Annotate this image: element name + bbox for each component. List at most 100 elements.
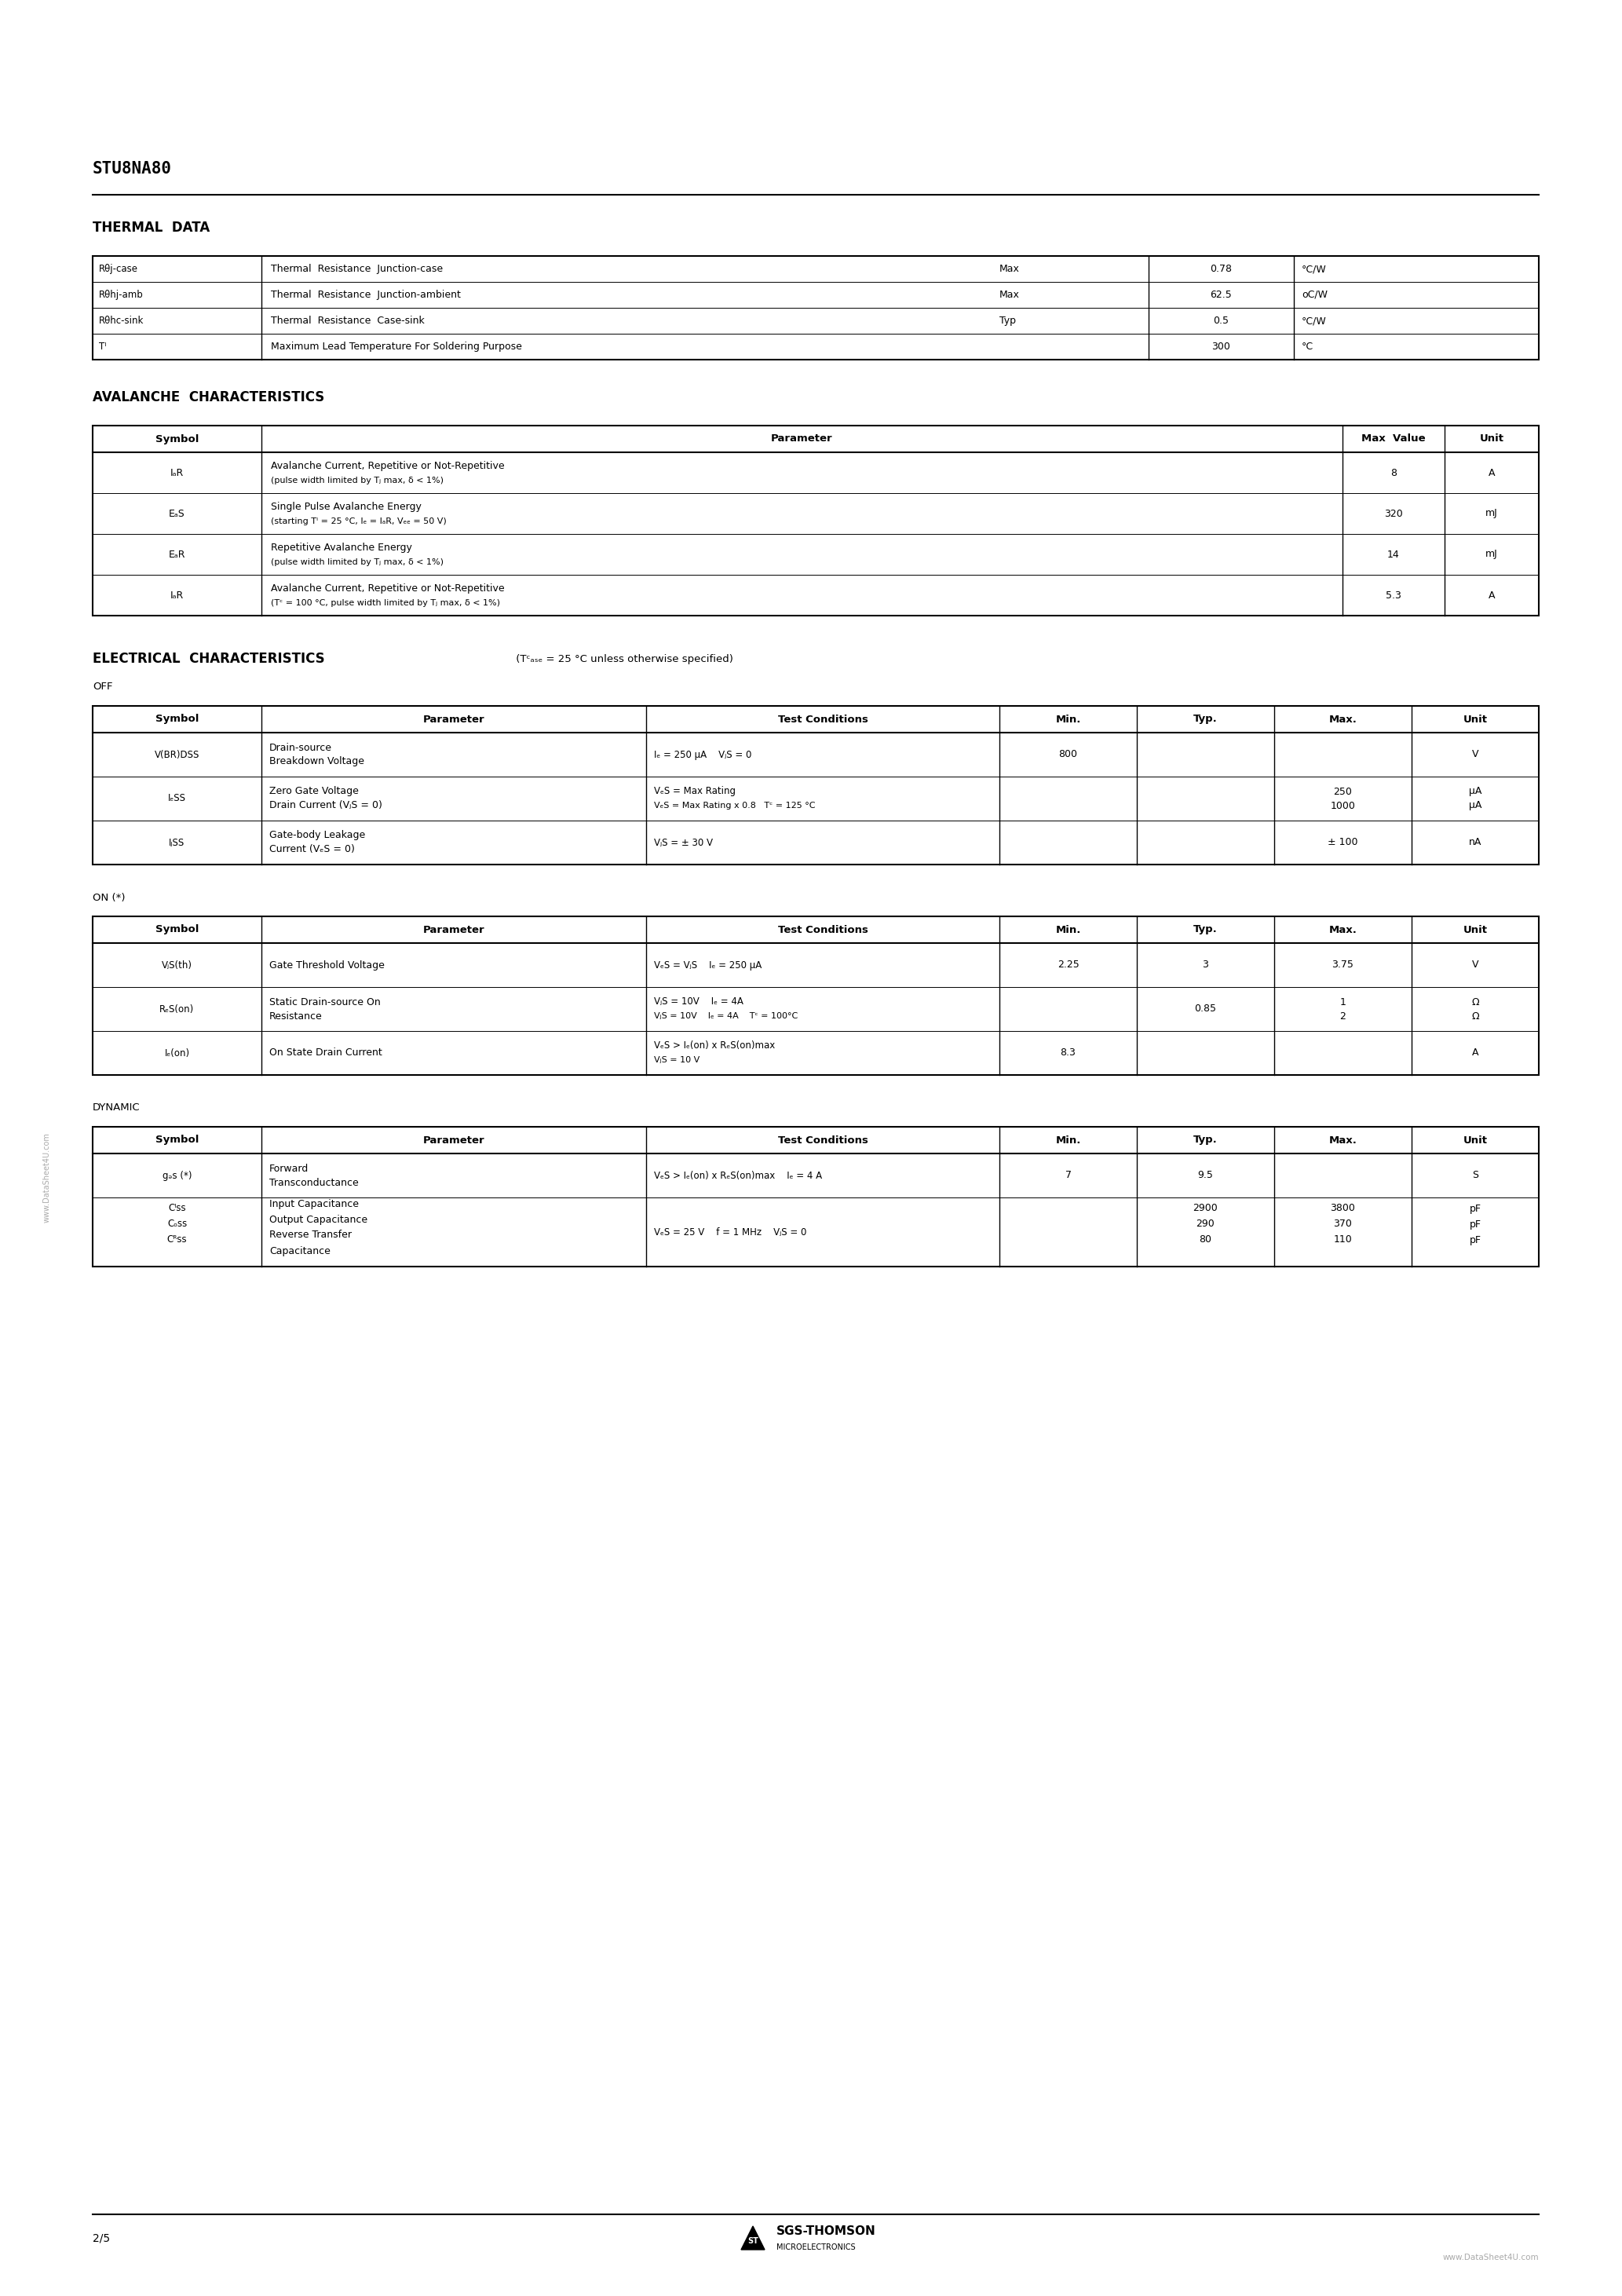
Text: 2.25: 2.25 (1058, 960, 1079, 971)
Text: gₔs (*): gₔs (*) (162, 1171, 191, 1180)
Text: Typ.: Typ. (1194, 714, 1218, 723)
Text: Gate-body Leakage: Gate-body Leakage (269, 831, 365, 840)
Text: Symbol: Symbol (156, 1134, 200, 1146)
Text: μA: μA (1470, 788, 1481, 797)
Text: Maximum Lead Temperature For Soldering Purpose: Maximum Lead Temperature For Soldering P… (271, 342, 522, 351)
Text: Max: Max (999, 289, 1020, 301)
Text: VₑS > Iₑ(on) x RₑS(on)max: VₑS > Iₑ(on) x RₑS(on)max (654, 1040, 775, 1052)
Text: (starting Tᴵ = 25 °C, Iₑ = IₐR, Vₑₑ = 50 V): (starting Tᴵ = 25 °C, Iₑ = IₐR, Vₑₑ = 50… (271, 517, 446, 526)
Text: IⱼSS: IⱼSS (169, 838, 185, 847)
Text: 320: 320 (1384, 507, 1403, 519)
Text: AVALANCHE  CHARACTERISTICS: AVALANCHE CHARACTERISTICS (92, 390, 324, 404)
Text: Symbol: Symbol (156, 714, 200, 723)
Text: A: A (1489, 590, 1495, 599)
Text: VⱼS(th): VⱼS(th) (162, 960, 193, 971)
Text: VₑS = Max Rating: VₑS = Max Rating (654, 788, 736, 797)
Text: A: A (1489, 468, 1495, 478)
Text: MICROELECTRONICS: MICROELECTRONICS (777, 2243, 855, 2252)
Text: nA: nA (1470, 838, 1481, 847)
Text: Rθhj-amb: Rθhj-amb (99, 289, 143, 301)
Text: Max.: Max. (1328, 714, 1358, 723)
Text: Symbol: Symbol (156, 925, 200, 934)
Text: 8.3: 8.3 (1061, 1047, 1075, 1058)
Text: °C/W: °C/W (1302, 315, 1327, 326)
Text: Test Conditions: Test Conditions (777, 1134, 868, 1146)
Text: pF: pF (1470, 1203, 1481, 1215)
Text: Parameter: Parameter (423, 714, 485, 723)
Bar (92, 425, 1539, 615)
Text: EₐR: EₐR (169, 549, 185, 560)
Text: Reverse Transfer: Reverse Transfer (269, 1231, 352, 1240)
Text: 8: 8 (1390, 468, 1397, 478)
Text: Gate Threshold Voltage: Gate Threshold Voltage (269, 960, 384, 971)
Text: 2: 2 (1340, 1010, 1346, 1022)
Text: Thermal  Resistance  Junction-case: Thermal Resistance Junction-case (271, 264, 443, 273)
Text: VⱼS = 10V    Iₑ = 4A    Tᶜ = 100°C: VⱼS = 10V Iₑ = 4A Tᶜ = 100°C (654, 1013, 798, 1019)
Text: Ω: Ω (1471, 996, 1479, 1008)
Text: Thermal  Resistance  Case-sink: Thermal Resistance Case-sink (271, 315, 425, 326)
Text: 3800: 3800 (1330, 1203, 1356, 1215)
Text: Typ.: Typ. (1194, 925, 1218, 934)
Text: www.DataSheet4U.com: www.DataSheet4U.com (44, 1132, 50, 1224)
Text: ON (*): ON (*) (92, 893, 125, 902)
Bar (92, 1127, 1539, 1267)
Text: Thermal  Resistance  Junction-ambient: Thermal Resistance Junction-ambient (271, 289, 461, 301)
Text: 2900: 2900 (1194, 1203, 1218, 1215)
Text: 7: 7 (1066, 1171, 1071, 1180)
Text: IₑSS: IₑSS (169, 794, 187, 804)
Text: pF: pF (1470, 1219, 1481, 1228)
Bar (92, 255, 1539, 360)
Text: Unit: Unit (1463, 925, 1487, 934)
Text: V: V (1471, 960, 1479, 971)
Text: mJ: mJ (1486, 507, 1497, 519)
Text: Typ.: Typ. (1194, 1134, 1218, 1146)
Text: SGS-THOMSON: SGS-THOMSON (777, 2225, 876, 2239)
Text: Typ: Typ (999, 315, 1015, 326)
Text: VₑS = VⱼS    Iₑ = 250 μA: VₑS = VⱼS Iₑ = 250 μA (654, 960, 762, 971)
Text: Capacitance: Capacitance (269, 1247, 331, 1256)
Text: VₑS > Iₑ(on) x RₑS(on)max    Iₑ = 4 A: VₑS > Iₑ(on) x RₑS(on)max Iₑ = 4 A (654, 1171, 822, 1180)
Text: VⱼS = ± 30 V: VⱼS = ± 30 V (654, 838, 712, 847)
Text: Output Capacitance: Output Capacitance (269, 1215, 368, 1224)
Text: OFF: OFF (92, 682, 112, 691)
Text: A: A (1471, 1047, 1479, 1058)
Text: Parameter: Parameter (423, 1134, 485, 1146)
Text: 0.85: 0.85 (1194, 1003, 1216, 1015)
Text: ST: ST (748, 2236, 759, 2245)
Text: Single Pulse Avalanche Energy: Single Pulse Avalanche Energy (271, 503, 422, 512)
Text: 1: 1 (1340, 996, 1346, 1008)
Text: Unit: Unit (1463, 714, 1487, 723)
Text: Repetitive Avalanche Energy: Repetitive Avalanche Energy (271, 542, 412, 553)
Text: Cᴵss: Cᴵss (169, 1203, 187, 1215)
Text: 3: 3 (1202, 960, 1208, 971)
Text: 14: 14 (1387, 549, 1400, 560)
Polygon shape (741, 2227, 764, 2250)
Text: IₐR: IₐR (170, 468, 183, 478)
Text: IₐR: IₐR (170, 590, 183, 599)
Text: V(BR)DSS: V(BR)DSS (154, 748, 200, 760)
Text: oC/W: oC/W (1302, 289, 1327, 301)
Text: Unit: Unit (1479, 434, 1504, 443)
Text: THERMAL  DATA: THERMAL DATA (92, 220, 209, 234)
Text: Symbol: Symbol (156, 434, 200, 443)
Text: DYNAMIC: DYNAMIC (92, 1102, 139, 1114)
Text: Parameter: Parameter (423, 925, 485, 934)
Text: Breakdown Voltage: Breakdown Voltage (269, 758, 365, 767)
Text: Forward: Forward (269, 1164, 308, 1173)
Text: (Tᶜₐₛₑ = 25 °C unless otherwise specified): (Tᶜₐₛₑ = 25 °C unless otherwise specifie… (513, 654, 733, 664)
Text: Max: Max (999, 264, 1020, 273)
Text: Drain Current (VⱼS = 0): Drain Current (VⱼS = 0) (269, 801, 383, 810)
Text: Min.: Min. (1056, 714, 1080, 723)
Text: 250: 250 (1333, 788, 1353, 797)
Text: Test Conditions: Test Conditions (777, 714, 868, 723)
Text: pF: pF (1470, 1235, 1481, 1244)
Bar (92, 705, 1539, 866)
Text: Avalanche Current, Repetitive or Not-Repetitive: Avalanche Current, Repetitive or Not-Rep… (271, 583, 504, 595)
Text: 370: 370 (1333, 1219, 1353, 1228)
Text: Ω: Ω (1471, 1010, 1479, 1022)
Text: Max  Value: Max Value (1361, 434, 1426, 443)
Text: Transconductance: Transconductance (269, 1178, 358, 1187)
Text: °C: °C (1302, 342, 1314, 351)
Text: www.DataSheet4U.com: www.DataSheet4U.com (1442, 2255, 1539, 2262)
Text: mJ: mJ (1486, 549, 1497, 560)
